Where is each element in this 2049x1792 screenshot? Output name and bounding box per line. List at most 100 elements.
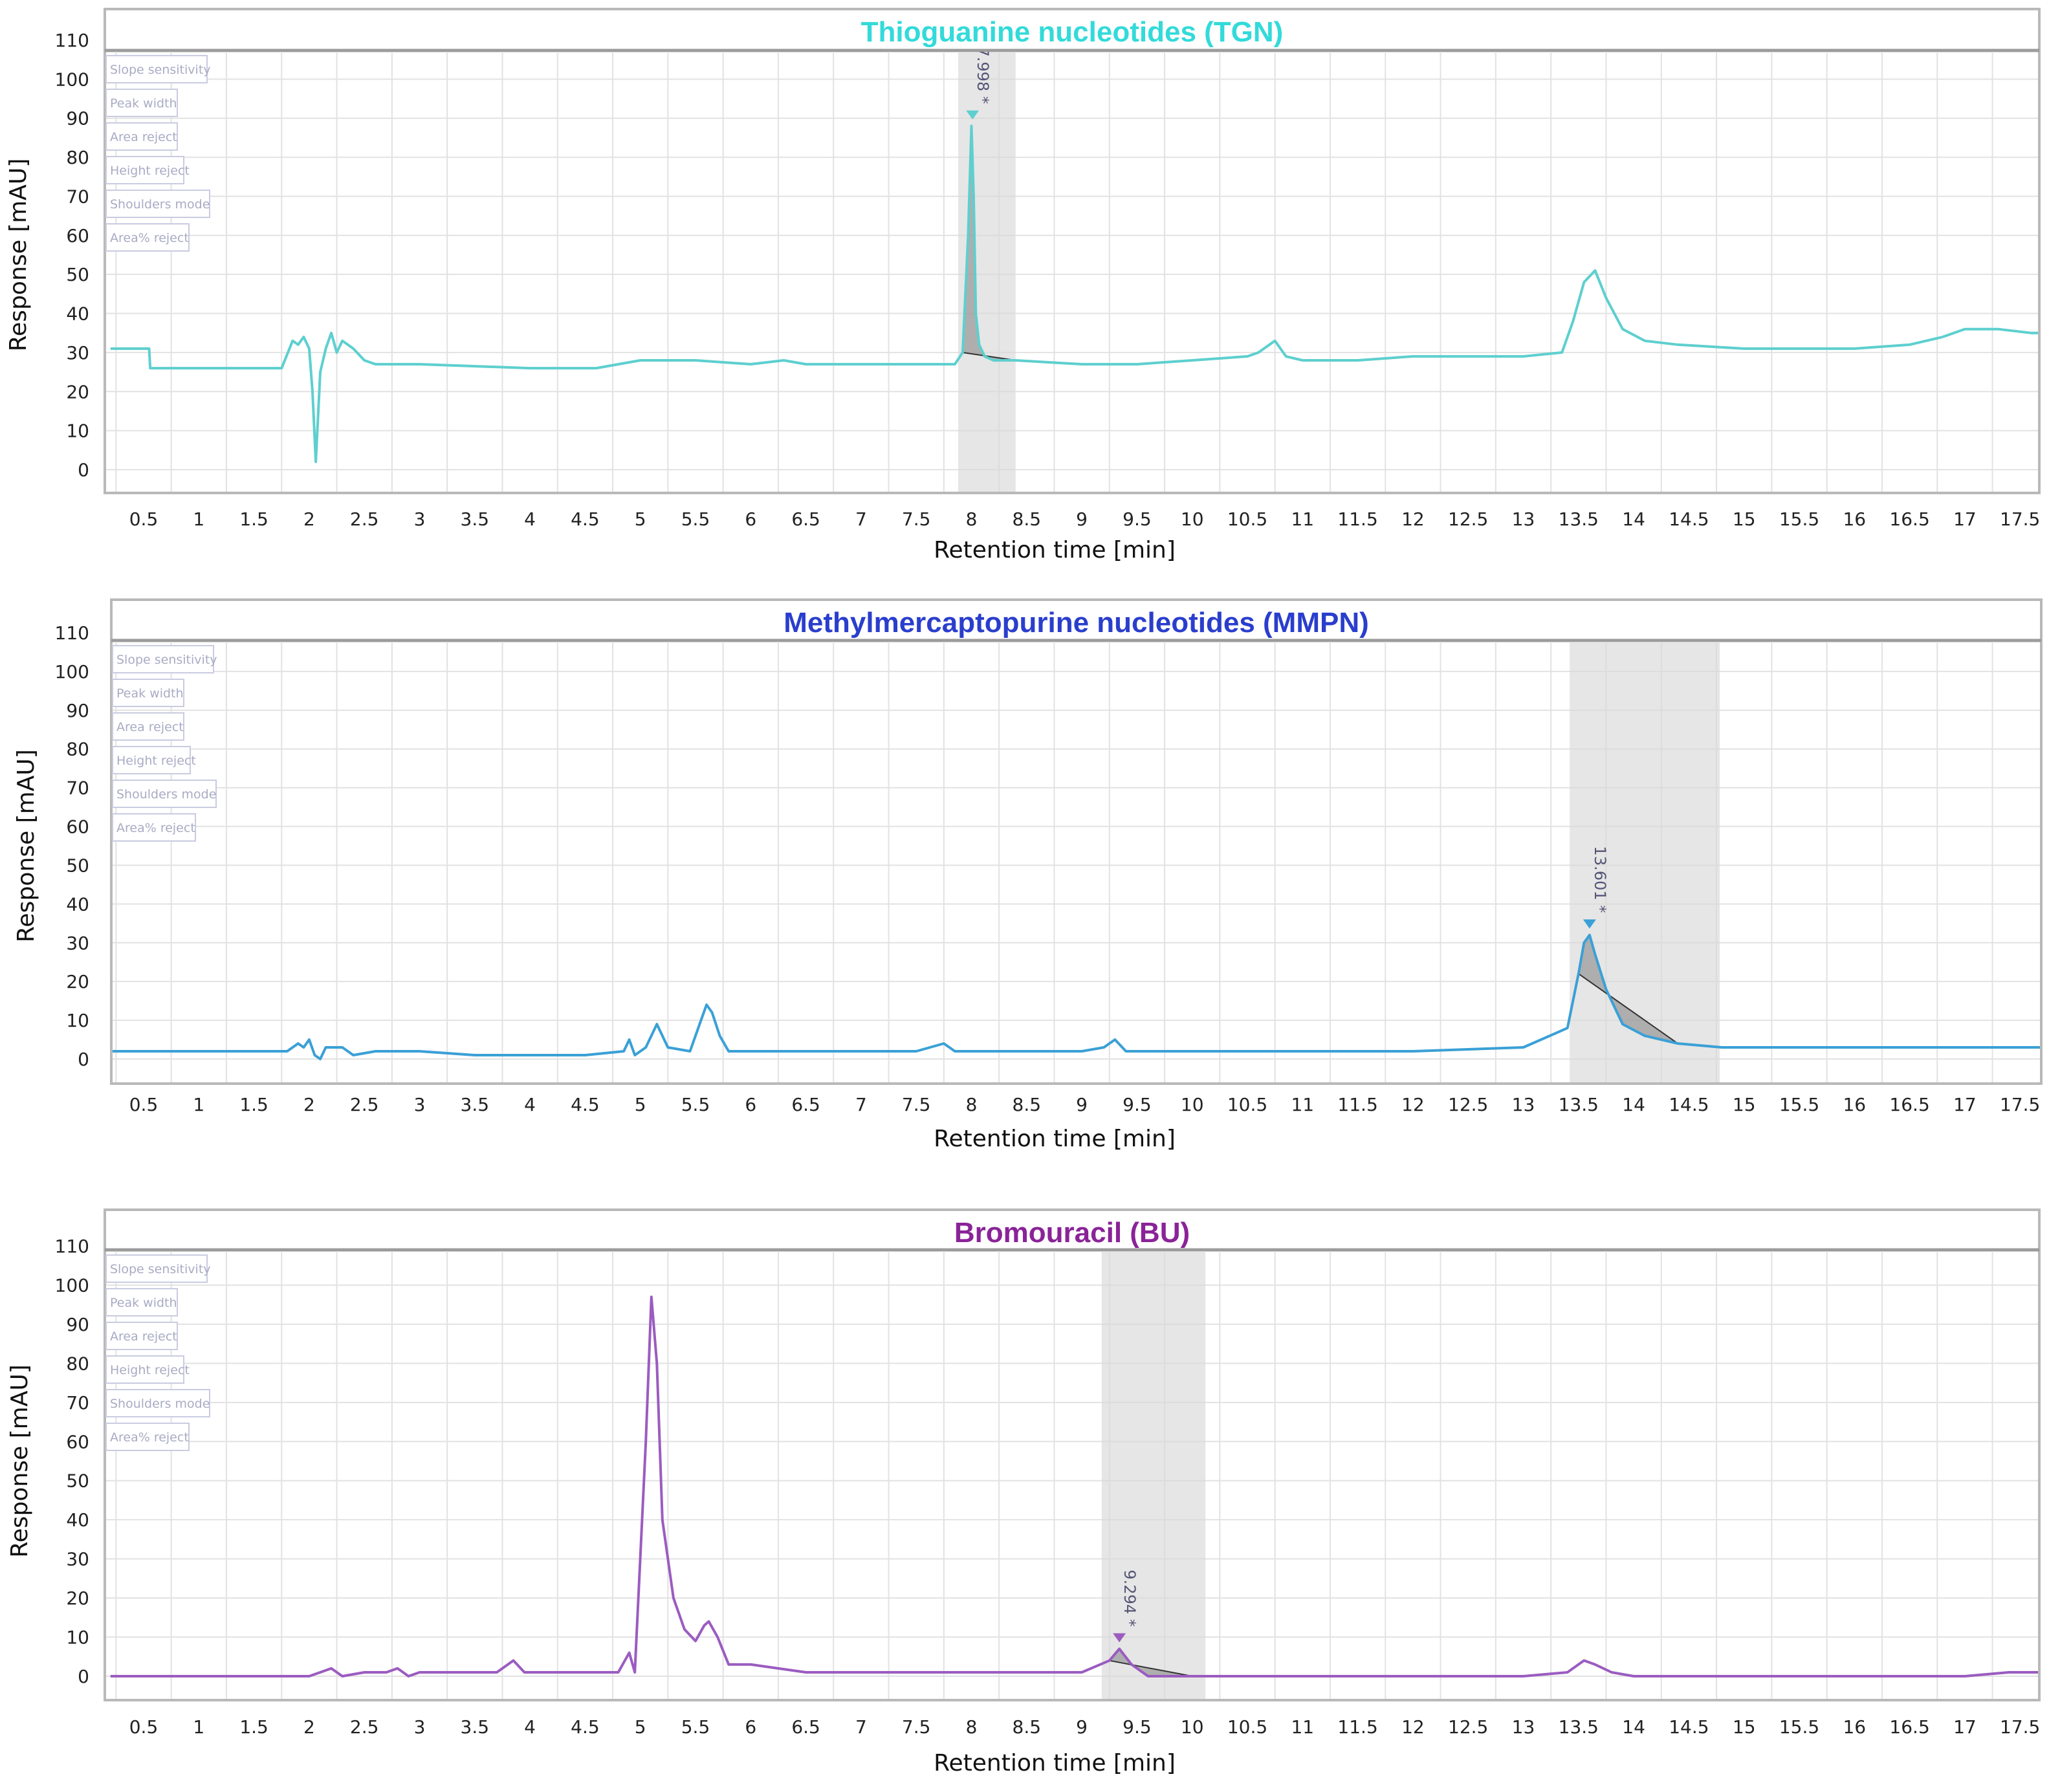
integration-option-button[interactable]: Height reject — [105, 1355, 190, 1384]
x-tick-label: 13.5 — [1559, 508, 1599, 530]
x-tick-label: 2 — [303, 1716, 315, 1738]
integrated-peak-area — [962, 126, 1016, 361]
integration-option-button[interactable]: Peak width — [105, 89, 178, 117]
integration-option-label: Area reject — [110, 1329, 177, 1344]
x-tick-label: 15 — [1733, 1716, 1756, 1738]
peak-retention-label: 13.601 * — [1591, 846, 1609, 913]
x-tick-label: 9.5 — [1123, 1094, 1152, 1115]
y-axis-label: Response [mAU] — [6, 1364, 33, 1557]
x-tick-label: 0.5 — [129, 1094, 159, 1115]
plot-frame — [104, 8, 2041, 494]
peak-baseline — [962, 351, 1016, 361]
chromatogram-trace — [110, 1295, 2038, 1677]
x-tick-label: 3 — [414, 1094, 426, 1115]
x-tick-label: 0.5 — [129, 1716, 159, 1738]
peak-baseline — [1578, 973, 1678, 1044]
y-tick-label: 40 — [66, 303, 89, 325]
integration-option-button[interactable]: Area reject — [105, 1322, 178, 1350]
x-tick-label: 11 — [1291, 1094, 1314, 1115]
integration-option-button[interactable]: Peak width — [105, 1288, 178, 1317]
x-tick-label: 7 — [855, 1716, 867, 1738]
integration-option-button[interactable]: Peak width — [112, 679, 184, 707]
x-tick-label: 7.5 — [902, 508, 931, 530]
integration-option-button[interactable]: Area reject — [112, 712, 184, 741]
integration-option-label: Area% reject — [110, 1430, 189, 1445]
integration-option-button[interactable]: Area reject — [105, 122, 178, 151]
x-tick-label: 13 — [1512, 508, 1535, 530]
integration-option-label: Shoulders mode — [110, 197, 210, 212]
x-tick-label: 2 — [303, 508, 315, 530]
x-tick-label: 9 — [1076, 508, 1088, 530]
option-box — [105, 55, 208, 83]
y-tick-label: 30 — [66, 1549, 89, 1570]
integration-option-button[interactable]: Shoulders mode — [105, 190, 210, 218]
x-tick-label: 5 — [635, 508, 646, 530]
integration-option-button[interactable]: Area% reject — [112, 813, 196, 842]
x-tick-label: 4.5 — [571, 1716, 600, 1738]
x-tick-label: 10 — [1181, 1716, 1204, 1738]
x-tick-label: 5.5 — [681, 508, 710, 530]
integration-option-label: Shoulders mode — [116, 787, 216, 802]
x-tick-label: 15.5 — [1779, 508, 1819, 530]
x-tick-label: 3 — [414, 1716, 426, 1738]
integration-option-button[interactable]: Slope sensitivity — [112, 645, 217, 673]
integration-option-button[interactable]: Area% reject — [105, 223, 190, 252]
x-tick-label: 16 — [1843, 508, 1866, 530]
x-tick-label: 5 — [635, 1716, 646, 1738]
x-tick-label: 1.5 — [239, 508, 268, 530]
x-tick-label: 6.5 — [791, 1094, 820, 1115]
integrated-peak-area — [1578, 935, 1678, 1044]
integration-option-button[interactable]: Area% reject — [105, 1423, 190, 1451]
integration-option-label: Area% reject — [116, 821, 195, 835]
x-tick-label: 3.5 — [461, 1094, 490, 1115]
integration-option-label: Peak width — [110, 96, 177, 111]
integration-option-label: Area% reject — [110, 231, 189, 245]
x-tick-label: 12 — [1401, 1716, 1425, 1738]
x-tick-label: 8 — [966, 508, 978, 530]
x-tick-label: 12.5 — [1448, 1716, 1488, 1738]
x-tick-label: 6.5 — [791, 1716, 820, 1738]
option-box — [112, 813, 196, 842]
x-tick-label: 17 — [1953, 508, 1977, 530]
x-tick-label: 12.5 — [1448, 508, 1488, 530]
y-tick-label: 20 — [66, 381, 89, 402]
option-box — [105, 1288, 178, 1317]
x-tick-label: 12.5 — [1448, 1094, 1488, 1115]
y-tick-label: 10 — [66, 1627, 89, 1648]
peak-marker-icon — [1113, 1633, 1126, 1643]
x-tick-label: 1 — [193, 1094, 204, 1115]
integration-option-button[interactable]: Slope sensitivity — [105, 1254, 211, 1283]
option-box — [105, 1254, 208, 1283]
x-tick-label: 12 — [1401, 1094, 1425, 1115]
peak-retention-label: 9.294 * — [1121, 1569, 1139, 1626]
mmpn-chart-panel: 13.601 * Slope sensitivity Peak width Area … — [0, 585, 2049, 1171]
x-tick-label: 10 — [1181, 508, 1204, 530]
peak-baseline — [1109, 1659, 1192, 1677]
x-axis-label: Retention time [min] — [934, 1126, 1176, 1152]
x-tick-label: 4 — [524, 508, 536, 530]
x-tick-label: 16 — [1843, 1716, 1866, 1738]
x-tick-label: 14.5 — [1669, 1094, 1709, 1115]
option-box — [105, 190, 210, 218]
y-tick-label: 0 — [78, 1049, 89, 1070]
integration-option-label: Height reject — [110, 1363, 190, 1377]
integration-option-button[interactable]: Shoulders mode — [105, 1389, 210, 1417]
y-tick-label: 10 — [66, 1010, 89, 1031]
integration-option-button[interactable]: Slope sensitivity — [105, 55, 211, 83]
x-axis-label: Retention time [min] — [934, 537, 1176, 563]
option-box — [105, 122, 178, 151]
integration-option-button[interactable]: Height reject — [112, 746, 196, 774]
x-tick-label: 7.5 — [902, 1094, 931, 1115]
x-tick-label: 1.5 — [239, 1094, 268, 1115]
y-tick-label: 60 — [66, 816, 89, 838]
option-box — [112, 712, 184, 741]
x-tick-label: 3 — [414, 508, 426, 530]
integration-option-button[interactable]: Height reject — [105, 156, 190, 184]
x-tick-label: 16.5 — [1889, 1094, 1929, 1115]
x-tick-label: 15.5 — [1779, 1094, 1819, 1115]
option-box — [105, 223, 190, 252]
chart-title: Thioguanine nucleotides (TGN) — [861, 16, 1284, 48]
x-tick-label: 6 — [745, 1094, 756, 1115]
x-tick-label: 13 — [1512, 1716, 1535, 1738]
integration-option-button[interactable]: Shoulders mode — [112, 780, 217, 808]
